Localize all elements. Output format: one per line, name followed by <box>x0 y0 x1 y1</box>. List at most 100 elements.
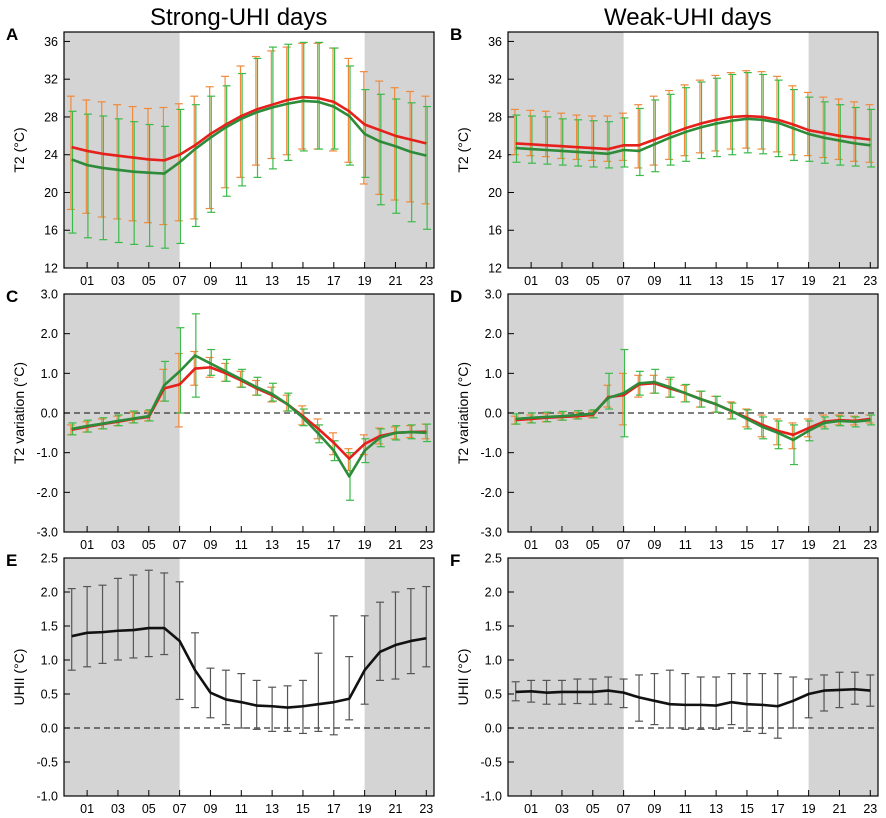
x-tick-label: 01 <box>524 538 538 552</box>
series-line-UHII <box>515 687 871 708</box>
series-line-green <box>515 380 871 442</box>
y-tick-label: 28 <box>488 110 502 124</box>
x-tick-label: 15 <box>296 538 310 552</box>
column-title-strong: Strong-UHI days <box>150 4 328 31</box>
x-tick-label: 19 <box>802 274 816 288</box>
x-tick-label: 23 <box>863 538 877 552</box>
series-green <box>68 41 432 249</box>
y-tick-label: 2.5 <box>485 552 502 566</box>
panel-d: -3.0 -2.0 -1.0 0.0 1.0 2.0 3.0 01 03 05 07 09 11 13 15… <box>450 287 879 552</box>
x-tick-label: 13 <box>265 538 279 552</box>
x-tick-label: 11 <box>679 538 692 552</box>
x-tick-label: 05 <box>586 538 600 552</box>
y-tick-label: 1.0 <box>41 654 58 668</box>
night-shade <box>364 558 434 796</box>
x-tick-label: 05 <box>142 802 156 816</box>
y-axis-label: UHII (°C) <box>11 649 27 706</box>
x-tick-label: 17 <box>771 802 785 816</box>
x-tick-label: 11 <box>235 538 248 552</box>
x-tick-label: 17 <box>771 274 785 288</box>
x-tick-label: 09 <box>204 538 218 552</box>
x-tick-label: 03 <box>555 802 569 816</box>
x-tick-label: 13 <box>709 538 723 552</box>
series-line-UHII <box>71 626 427 709</box>
night-shade <box>808 558 878 796</box>
x-tick-label: 21 <box>389 274 403 288</box>
x-tick-label: 01 <box>80 538 94 552</box>
x-tick-label: 05 <box>142 274 156 288</box>
panel-letter: B <box>450 25 462 44</box>
panel-letter: A <box>6 25 18 44</box>
x-tick-label: 11 <box>235 802 248 816</box>
y-tick-label: 36 <box>488 35 502 49</box>
x-tick-label: 07 <box>617 274 631 288</box>
y-tick-label: -1.0 <box>480 790 502 804</box>
x-tick-label: 19 <box>802 538 816 552</box>
panel-e: -1.0 -0.5 0.0 0.5 1.0 1.5 2.0 2.5 01 03 05 07 09 11 13… <box>6 551 435 816</box>
x-tick-label: 15 <box>740 802 754 816</box>
panel-letter: D <box>450 287 462 306</box>
y-tick-label: 0.0 <box>41 722 58 736</box>
y-tick-label: 36 <box>44 35 58 49</box>
y-axis-label: T2 (°C) <box>11 127 27 172</box>
x-tick-label: 01 <box>524 274 538 288</box>
y-tick-label: 2.0 <box>41 586 58 600</box>
night-shade <box>364 32 434 268</box>
series-line-red <box>515 114 871 151</box>
y-tick-label: -2.0 <box>36 486 58 500</box>
x-tick-label: 09 <box>204 802 218 816</box>
y-tick-label: 12 <box>44 262 58 276</box>
series-line-green <box>71 354 427 478</box>
x-tick-label: 17 <box>771 538 785 552</box>
x-tick-label: 15 <box>740 538 754 552</box>
x-tick-label: 13 <box>265 274 279 288</box>
x-tick-label: 21 <box>833 274 847 288</box>
y-axis-label: UHII (°C) <box>455 649 471 706</box>
panel-c: -3.0 -2.0 -1.0 0.0 1.0 2.0 3.0 01 03 05 07 09 11 13 15… <box>6 287 435 552</box>
x-tick-label: 07 <box>173 802 187 816</box>
panel-a: 12 16 20 24 28 32 36 01 03 05 07 09 11 13 15 17 19 21 23 T2… <box>6 25 435 288</box>
night-shade <box>64 294 180 532</box>
panel-f: -1.0 -0.5 0.0 0.5 1.0 1.5 2.0 2.5 01 03 05 07 09 11 13… <box>450 551 879 816</box>
y-tick-label: 1.5 <box>41 620 58 634</box>
x-tick-label: 19 <box>358 274 372 288</box>
y-tick-label: 32 <box>44 73 58 87</box>
y-tick-label: 2.5 <box>41 552 58 566</box>
x-tick-label: 07 <box>173 274 187 288</box>
y-tick-label: 1.5 <box>485 620 502 634</box>
y-tick-label: 32 <box>488 73 502 87</box>
plot-frame <box>507 557 879 797</box>
y-tick-label: 20 <box>44 186 58 200</box>
series-line-red <box>71 95 427 162</box>
x-tick-label: 07 <box>617 802 631 816</box>
y-tick-label: 16 <box>44 224 58 238</box>
column-title-weak: Weak-UHI days <box>604 4 772 31</box>
x-tick-label: 01 <box>80 802 94 816</box>
x-tick-label: 13 <box>709 274 723 288</box>
y-tick-label: 1.0 <box>41 367 58 381</box>
y-tick-label: 24 <box>44 148 58 162</box>
x-tick-label: 19 <box>358 802 372 816</box>
series-UHII <box>511 669 875 739</box>
x-tick-label: 23 <box>863 802 877 816</box>
x-tick-label: 11 <box>235 274 248 288</box>
y-axis-label: T2 variation (°C) <box>11 362 27 464</box>
panel-letter: F <box>450 551 460 570</box>
x-tick-label: 01 <box>524 802 538 816</box>
y-tick-label: 0.0 <box>485 407 502 421</box>
x-tick-label: 01 <box>80 274 94 288</box>
y-tick-label: 3.0 <box>41 288 58 302</box>
y-tick-label: 0.0 <box>41 407 58 421</box>
y-tick-label: -0.5 <box>480 756 502 770</box>
plot-frame <box>507 31 879 269</box>
series-red <box>510 70 874 169</box>
x-tick-label: 05 <box>142 538 156 552</box>
series-green <box>512 348 876 466</box>
y-tick-label: 2.0 <box>485 586 502 600</box>
y-tick-label: -3.0 <box>36 526 58 540</box>
series-green <box>512 71 876 177</box>
x-tick-label: 03 <box>555 274 569 288</box>
x-tick-label: 09 <box>648 802 662 816</box>
night-shade <box>64 558 180 796</box>
